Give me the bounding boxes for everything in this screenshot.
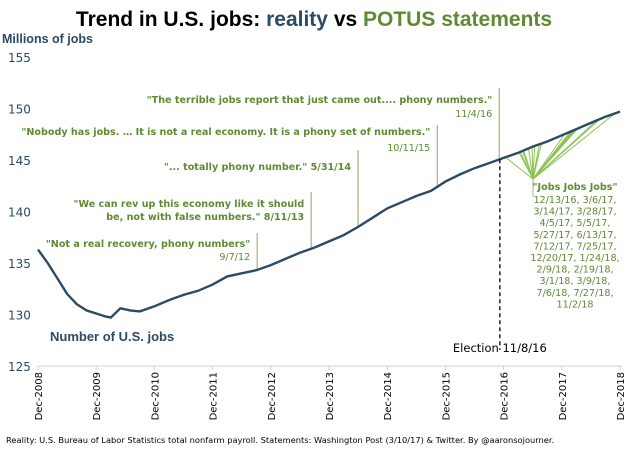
statement-date: 9/7/12 (219, 252, 250, 263)
y-tick-label: 125 (8, 360, 31, 374)
jobs-statement-line (532, 128, 579, 180)
statement-annotation: "Nobody has jobs. … It is not a real eco… (21, 127, 430, 154)
y-tick-label: 140 (8, 206, 31, 220)
statement-quote: "We can rev up this economy like it shou… (73, 199, 304, 210)
source-note: Reality: U.S. Bureau of Labor Statistics… (6, 435, 554, 445)
x-tick-label: Dec-2013 (325, 372, 336, 420)
jobs-statement-line (532, 112, 616, 180)
jobs-dates-line: 7/6/18, 7/27/18, (536, 288, 613, 299)
statement-annotation: "... totally phony number." 5/31/14 (164, 162, 351, 173)
statement-annotation: "The terrible jobs report that just came… (147, 95, 493, 120)
statement-annotation: "Not a real recovery, phony numbers" 9/7/… (46, 239, 250, 263)
x-tick-label: Dec-2017 (558, 372, 569, 420)
y-tick-label: 135 (8, 257, 31, 271)
jobs-statement-line (527, 148, 534, 180)
jobs-dates-line: 12/13/16, 3/6/17, (533, 195, 616, 206)
jobs-dates-line: 12/20/17, 1/24/18, (530, 253, 619, 264)
statement-date: 8/11/13 (260, 212, 304, 223)
chart-title: Trend in U.S. jobs: reality vs POTUS sta… (76, 8, 552, 31)
statement-date: 11/4/16 (455, 109, 492, 120)
jobs-dates-line: 2/9/18, 2/19/18, (536, 265, 613, 276)
jobs-series-line (37, 110, 621, 319)
jobs-statement-line (532, 118, 601, 180)
jobs-statement-line (532, 145, 536, 180)
x-tick-label: Dec-2016 (500, 372, 511, 420)
x-tick-label: Dec-2018 (616, 372, 627, 420)
jobs-statement-line (505, 156, 534, 180)
x-tick-label: Dec-2011 (209, 372, 220, 420)
statement-quote: "... totally phony number." 5/31/14 (164, 162, 351, 173)
x-tick-label: Dec-2014 (383, 372, 394, 420)
statement-annotation: "We can rev up this economy like it shou… (73, 199, 304, 223)
y-tick-label: 145 (8, 154, 31, 168)
jobs-dates-line: 7/12/17, 7/25/17, (533, 241, 616, 252)
x-tick-label: Dec-2010 (150, 372, 161, 420)
jobs-statement-line (532, 143, 542, 180)
series-label: Number of U.S. jobs (50, 329, 174, 344)
election-label: Election 11/8/16 (453, 341, 547, 355)
x-tick-label: Dec-2012 (267, 372, 278, 420)
y-tick-label: 155 (8, 51, 31, 65)
y-tick-label: 130 (8, 309, 31, 323)
statement-quote: "Nobody has jobs. … It is not a real eco… (21, 127, 430, 138)
x-tick-label: Dec-2009 (92, 372, 103, 420)
jobs-quote: "Jobs Jobs Jobs" (533, 182, 618, 193)
statement-date: 10/11/15 (387, 143, 430, 154)
statement-date: 5/31/14 (307, 162, 351, 173)
jobs-dates-line: 4/5/17, 5/5/17, (540, 218, 611, 229)
statement-quote: "The terrible jobs report that just came… (147, 95, 493, 106)
x-tick-label: Dec-2015 (441, 372, 452, 420)
jobs-dates-line: 5/27/17, 6/13/17, (533, 230, 616, 241)
jobs-statement-line (523, 150, 534, 180)
x-tick-label: Dec-2008 (34, 372, 45, 420)
statement-quote: be, not with false numbers." 8/11/13 (106, 212, 304, 223)
jobs-dates-line: 3/1/18, 3/9/18, (540, 276, 611, 287)
jobs-dates-line: 11/2/18 (557, 299, 594, 310)
statement-quote: "Not a real recovery, phony numbers" (46, 239, 250, 250)
y-tick-label: 150 (8, 103, 31, 117)
jobs-dates-line: 3/14/17, 3/28/17, (533, 207, 616, 218)
y-axis-label: Millions of jobs (2, 32, 93, 46)
